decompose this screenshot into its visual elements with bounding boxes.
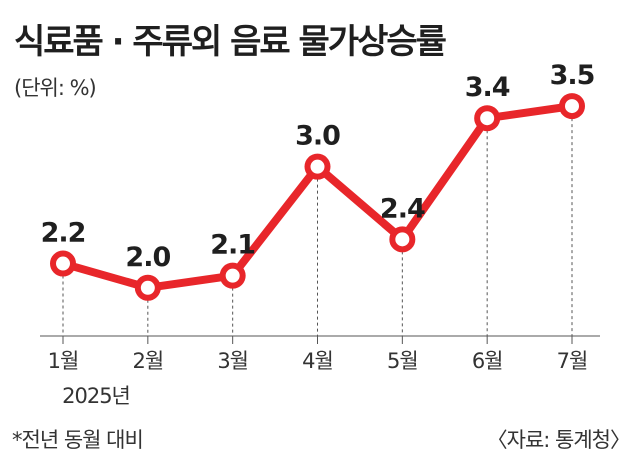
x-tick-label: 1월 bbox=[48, 349, 79, 373]
data-label: 2.4 bbox=[380, 193, 425, 224]
data-point bbox=[474, 105, 501, 132]
data-label: 3.4 bbox=[465, 72, 510, 103]
unit-label: (단위: %) bbox=[14, 76, 97, 100]
data-label: 3.5 bbox=[550, 60, 595, 91]
data-label: 2.1 bbox=[210, 230, 255, 261]
chart-title: 식료품 · 주류외 음료 물가상승률 bbox=[14, 22, 447, 62]
source-note: 〈자료: 통계청〉 bbox=[486, 428, 631, 452]
x-tick-label: 2월 bbox=[132, 349, 163, 373]
year-label: 2025년 bbox=[62, 384, 130, 408]
data-point bbox=[304, 153, 331, 180]
data-point bbox=[219, 262, 246, 289]
data-point bbox=[389, 226, 416, 253]
data-label: 3.0 bbox=[295, 121, 340, 152]
data-point bbox=[559, 93, 585, 120]
x-tick-label: 4월 bbox=[302, 349, 333, 373]
x-tick-label: 5월 bbox=[387, 349, 418, 373]
data-point bbox=[50, 250, 76, 277]
data-label: 2.0 bbox=[125, 242, 170, 273]
x-tick-label: 7월 bbox=[557, 349, 588, 373]
footnote: *전년 동월 대비 bbox=[12, 428, 144, 452]
x-tick-label: 3월 bbox=[217, 349, 248, 373]
data-label: 2.2 bbox=[41, 218, 86, 249]
x-tick-label: 6월 bbox=[472, 349, 503, 373]
data-point bbox=[134, 274, 161, 301]
